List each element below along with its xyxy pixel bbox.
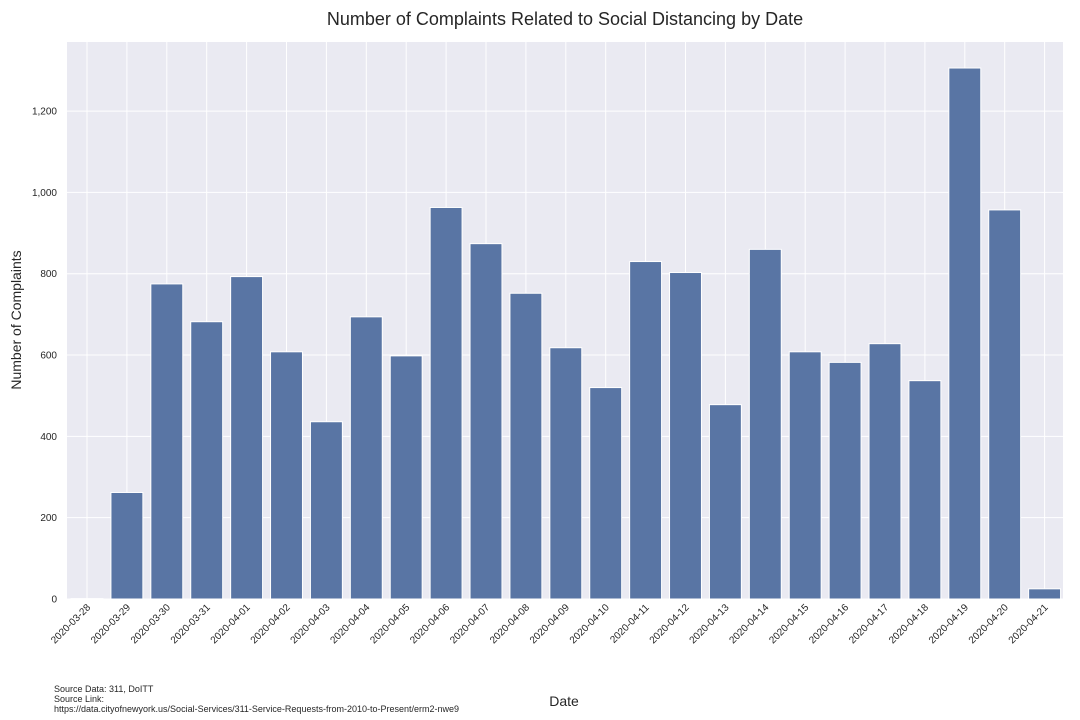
bar-2020-04-03 bbox=[309, 421, 343, 600]
x-tick-label: 2020-04-12 bbox=[648, 602, 692, 646]
bar-2020-04-04 bbox=[349, 316, 383, 600]
y-tick-label: 1,000 bbox=[32, 188, 57, 199]
x-tick-label: 2020-04-20 bbox=[967, 602, 1011, 646]
source-data-text: Source Data: 311, DoITT bbox=[54, 684, 154, 694]
x-tick-label: 2020-04-08 bbox=[488, 602, 532, 646]
x-ticks: 2020-03-282020-03-292020-03-302020-03-31… bbox=[49, 602, 1051, 646]
x-tick-label: 2020-04-06 bbox=[408, 602, 452, 646]
bar-2020-04-14 bbox=[748, 248, 782, 600]
x-tick-label: 2020-04-11 bbox=[608, 602, 652, 646]
y-tick-label: 600 bbox=[40, 351, 57, 362]
x-tick-label: 2020-03-29 bbox=[89, 602, 133, 646]
bar-2020-04-01 bbox=[230, 276, 264, 600]
bar-2020-04-12 bbox=[669, 272, 702, 600]
x-tick-label: 2020-04-03 bbox=[289, 602, 333, 646]
bar-2020-04-15 bbox=[788, 351, 822, 600]
y-axis-label: Number of Complaints bbox=[8, 250, 24, 389]
bar-2020-04-06 bbox=[429, 206, 463, 600]
x-tick-label: 2020-04-13 bbox=[688, 602, 732, 646]
x-axis-label: Date bbox=[549, 693, 579, 709]
x-tick-label: 2020-04-09 bbox=[528, 602, 572, 646]
bar-2020-04-02 bbox=[270, 351, 303, 600]
y-ticks: 0 200 400 600 800 1,000 1,200 bbox=[32, 107, 57, 606]
bar-2020-04-07 bbox=[469, 243, 503, 600]
bar-2020-04-11 bbox=[629, 261, 663, 600]
x-tick-label: 2020-04-16 bbox=[807, 602, 851, 646]
x-tick-label: 2020-04-07 bbox=[448, 602, 492, 646]
bar-2020-04-10 bbox=[589, 387, 623, 600]
y-tick-label: 1,200 bbox=[32, 107, 57, 118]
x-tick-label: 2020-03-30 bbox=[129, 602, 173, 646]
x-tick-label: 2020-04-05 bbox=[368, 602, 412, 646]
x-tick-label: 2020-04-02 bbox=[249, 602, 293, 646]
bar-2020-04-17 bbox=[868, 343, 902, 600]
bar-2020-04-21 bbox=[1028, 588, 1062, 600]
bar-2020-03-30 bbox=[150, 283, 184, 600]
x-tick-label: 2020-04-04 bbox=[328, 602, 372, 646]
bar-2020-04-09 bbox=[549, 347, 583, 600]
x-tick-label: 2020-04-15 bbox=[767, 602, 811, 646]
bar-2020-03-29 bbox=[110, 491, 144, 600]
y-tick-label: 400 bbox=[40, 432, 57, 443]
source-note: Source Data: 311, DoITT Source Link: htt… bbox=[54, 684, 459, 714]
source-link-url[interactable]: https://data.cityofnewyork.us/Social-Ser… bbox=[54, 704, 459, 714]
y-tick-label: 200 bbox=[40, 513, 57, 524]
bar-2020-04-19 bbox=[948, 67, 982, 600]
y-tick-label: 0 bbox=[51, 595, 57, 606]
y-tick-label: 800 bbox=[40, 269, 57, 280]
x-tick-label: 2020-03-31 bbox=[169, 602, 213, 646]
x-tick-label: 2020-04-21 bbox=[1007, 602, 1051, 646]
bar-2020-03-31 bbox=[190, 321, 224, 600]
bar-2020-04-05 bbox=[389, 355, 423, 600]
bar-2020-04-08 bbox=[509, 292, 543, 600]
bar-2020-04-18 bbox=[908, 380, 942, 600]
bar-2020-04-13 bbox=[708, 404, 742, 600]
x-tick-label: 2020-04-14 bbox=[727, 602, 771, 646]
x-tick-label: 2020-04-17 bbox=[847, 602, 891, 646]
x-tick-label: 2020-03-28 bbox=[49, 602, 93, 646]
x-tick-label: 2020-04-01 bbox=[209, 602, 253, 646]
bars bbox=[70, 67, 1062, 600]
x-tick-label: 2020-04-19 bbox=[927, 602, 971, 646]
bar-2020-04-20 bbox=[988, 209, 1022, 600]
x-tick-label: 2020-04-18 bbox=[887, 602, 931, 646]
bar-2020-04-16 bbox=[828, 361, 862, 600]
x-tick-label: 2020-04-10 bbox=[568, 602, 612, 646]
source-link-label: Source Link: bbox=[54, 694, 105, 704]
chart-title: Number of Complaints Related to Social D… bbox=[327, 9, 803, 29]
